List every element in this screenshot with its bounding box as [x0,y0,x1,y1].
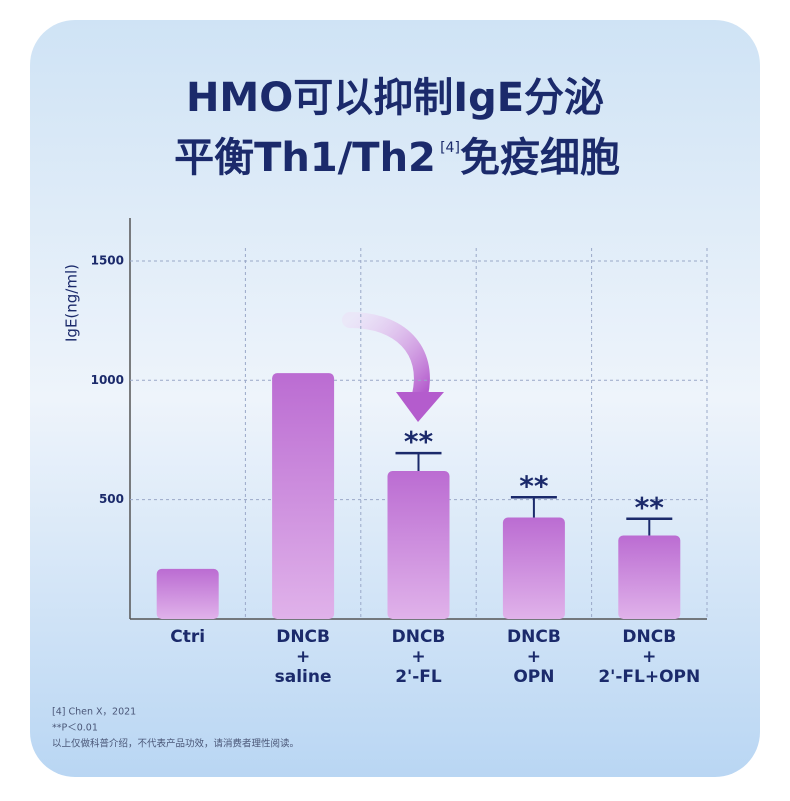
chart-title: 免疫细胞 [460,135,620,181]
bar [156,568,219,619]
x-tick-label: + [527,647,541,667]
y-tick-label: 1000 [91,373,124,387]
title-part: 平衡Th1/Th2 [174,135,436,181]
x-tick-label: 2'-FL+OPN [598,667,700,687]
x-tick-label: + [411,647,425,667]
chart-title: 平衡Th1/Th2 [174,135,436,181]
footnotes: [4] Chen X，2021 **P＜0.01 以上仅做科普介绍，不代表产品功效，… [52,707,299,750]
x-tick-label: DNCB [392,627,446,647]
bar [502,517,565,619]
arrow-head [396,392,444,422]
chart-title: HMO可以抑制IgE分泌 [186,75,604,121]
footnote: 以上仅做科普介绍，不代表产品功效，请消费者理性阅读。 [52,738,299,750]
y-tick-label: 500 [99,492,124,506]
x-tick-label: DNCB [622,627,676,647]
bar [272,373,335,619]
x-tick-label: Ctri [170,627,205,647]
title-superscript: [4] [440,140,460,156]
footnote: **P＜0.01 [52,723,98,734]
y-axis-label: IgE(ng/ml) [63,264,81,342]
arrow [342,312,430,403]
x-tick-label: + [296,647,310,667]
x-tick-label: 2'-FL [395,667,442,687]
significance-label: ** [404,425,434,458]
footnote: [4] Chen X，2021 [52,707,136,718]
significance-label: ** [519,469,549,502]
significance-label: ** [635,491,665,524]
y-tick-label: 1500 [91,253,124,267]
x-tick-label: DNCB [507,627,561,647]
x-tick-label: saline [275,667,332,687]
x-tick-label: + [642,647,656,667]
bar [387,471,450,619]
bar [618,535,681,619]
x-tick-label: DNCB [276,627,330,647]
x-tick-label: OPN [513,667,554,687]
